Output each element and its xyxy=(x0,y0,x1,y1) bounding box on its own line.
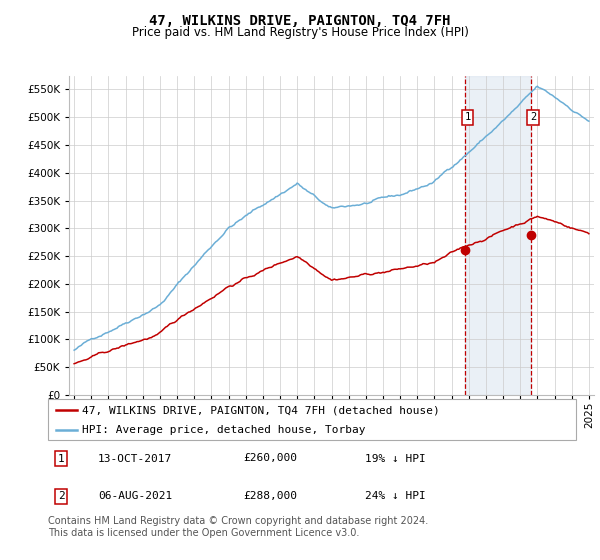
Text: 2: 2 xyxy=(530,112,536,122)
Text: Contains HM Land Registry data © Crown copyright and database right 2024.
This d: Contains HM Land Registry data © Crown c… xyxy=(48,516,428,538)
Text: 2: 2 xyxy=(58,491,65,501)
Text: 13-OCT-2017: 13-OCT-2017 xyxy=(98,454,172,464)
Text: 19% ↓ HPI: 19% ↓ HPI xyxy=(365,454,425,464)
Text: Price paid vs. HM Land Registry's House Price Index (HPI): Price paid vs. HM Land Registry's House … xyxy=(131,26,469,39)
Text: 47, WILKINS DRIVE, PAIGNTON, TQ4 7FH: 47, WILKINS DRIVE, PAIGNTON, TQ4 7FH xyxy=(149,14,451,28)
Text: £288,000: £288,000 xyxy=(244,491,298,501)
FancyBboxPatch shape xyxy=(48,399,576,440)
Text: 1: 1 xyxy=(464,112,471,122)
Text: £260,000: £260,000 xyxy=(244,454,298,464)
Text: HPI: Average price, detached house, Torbay: HPI: Average price, detached house, Torb… xyxy=(82,424,366,435)
Text: 24% ↓ HPI: 24% ↓ HPI xyxy=(365,491,425,501)
Bar xyxy=(465,76,530,395)
Text: 47, WILKINS DRIVE, PAIGNTON, TQ4 7FH (detached house): 47, WILKINS DRIVE, PAIGNTON, TQ4 7FH (de… xyxy=(82,405,440,415)
Text: 1: 1 xyxy=(58,454,65,464)
Text: 06-AUG-2021: 06-AUG-2021 xyxy=(98,491,172,501)
